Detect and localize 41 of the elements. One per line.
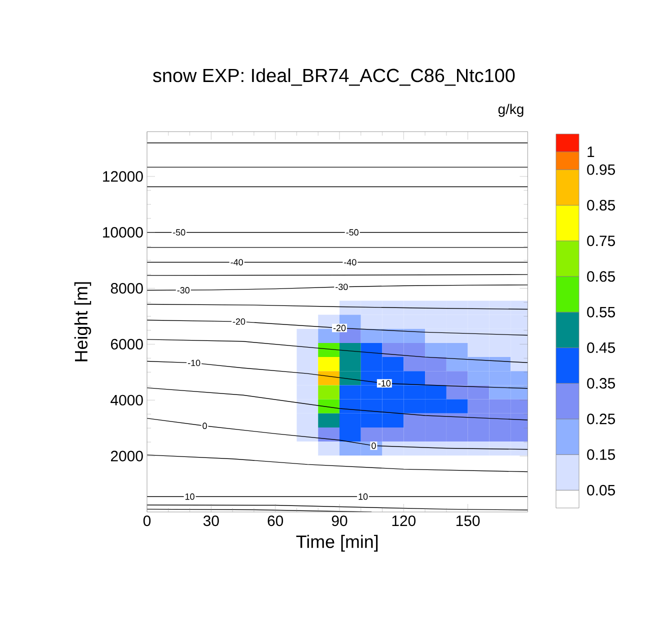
- annotation: -10: [378, 380, 391, 387]
- x-tick-label: 90: [332, 516, 348, 526]
- y-tick-label: 10000: [103, 227, 143, 238]
- x-tick-label: 120: [392, 516, 416, 526]
- annotation: -20: [333, 324, 346, 332]
- annotation: 0: [372, 442, 376, 449]
- color-bar-label: 0.05: [587, 484, 615, 496]
- color-bar-label: 0.75: [587, 236, 615, 246]
- color-bar-label: 0.55: [587, 306, 615, 318]
- annotation: 10: [358, 493, 368, 500]
- annotation: -40: [344, 259, 356, 266]
- color-bar-label: 0.15: [587, 449, 615, 460]
- x-tick-label: 150: [456, 516, 480, 526]
- annotation: -40: [230, 259, 243, 266]
- x-tick-label: 60: [268, 516, 284, 526]
- color-bar-label: 0.85: [587, 200, 615, 211]
- y-tick-label: 8000: [110, 282, 143, 294]
- annotation: -50: [173, 229, 186, 236]
- annotation: -30: [177, 287, 190, 294]
- annotation: -50: [346, 229, 358, 236]
- color-bar-label: 0.45: [587, 342, 615, 353]
- annotation: -20: [232, 318, 246, 325]
- annotation: 10: [185, 493, 194, 500]
- y-tick-label: 4000: [110, 394, 143, 406]
- annotation: -10: [188, 360, 200, 366]
- color-bar-label: 1: [588, 146, 594, 157]
- color-bar-title: g/kg: [498, 104, 524, 117]
- x-tick-label: 0: [143, 516, 151, 526]
- chart-title: snow EXP: Ideal_BR74_ACC_C86_Ntc100: [153, 68, 515, 86]
- annotation: -30: [336, 284, 348, 290]
- x-axis-title: Time [min]: [296, 534, 378, 552]
- color-bar-label: 0.65: [587, 271, 615, 282]
- color-bar-label: 0.35: [587, 378, 615, 389]
- x-tick-label: 30: [203, 516, 219, 526]
- y-tick-label: 12000: [103, 171, 143, 182]
- annotation: 0: [202, 422, 207, 430]
- y-tick-label: 6000: [111, 338, 143, 350]
- y-tick-label: 2000: [110, 450, 143, 462]
- y-axis-title: Height [m]: [74, 282, 92, 362]
- color-bar-label: 0.25: [587, 414, 615, 424]
- color-bar-label: 0.95: [587, 164, 615, 175]
